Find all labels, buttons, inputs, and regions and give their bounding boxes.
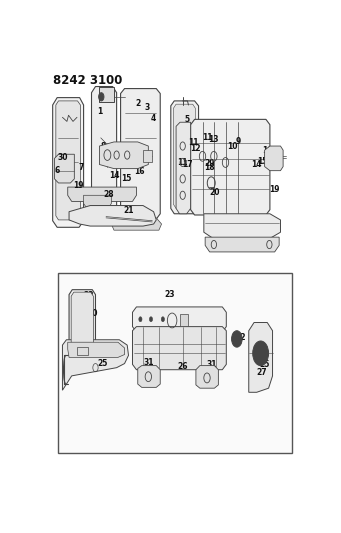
Bar <box>59 273 292 453</box>
Text: 11: 11 <box>121 149 132 158</box>
Text: 4: 4 <box>151 114 156 123</box>
Text: 11: 11 <box>177 158 188 167</box>
Bar <box>143 150 152 163</box>
Bar <box>77 347 88 356</box>
Polygon shape <box>176 122 191 214</box>
Text: 14: 14 <box>109 171 120 180</box>
Bar <box>180 314 188 326</box>
Polygon shape <box>121 88 160 219</box>
Polygon shape <box>68 342 124 358</box>
Text: 2: 2 <box>135 99 140 108</box>
Text: 12: 12 <box>190 143 201 152</box>
Text: 11: 11 <box>203 133 213 142</box>
Text: 24: 24 <box>72 312 82 321</box>
Circle shape <box>253 341 269 366</box>
Text: 23: 23 <box>165 290 175 299</box>
Bar <box>100 87 114 102</box>
Circle shape <box>234 335 239 343</box>
Polygon shape <box>205 237 279 252</box>
Text: 25: 25 <box>259 360 269 369</box>
Polygon shape <box>56 101 80 220</box>
Text: 15: 15 <box>257 157 267 166</box>
Circle shape <box>139 317 142 322</box>
Text: 9: 9 <box>112 153 117 162</box>
Text: 10: 10 <box>114 149 124 158</box>
Polygon shape <box>69 290 95 352</box>
Polygon shape <box>69 206 156 226</box>
Polygon shape <box>90 206 135 218</box>
Polygon shape <box>265 146 283 171</box>
Polygon shape <box>68 187 136 201</box>
Text: 31: 31 <box>144 358 154 367</box>
Text: 29: 29 <box>204 159 215 168</box>
Polygon shape <box>132 327 226 370</box>
Text: 14: 14 <box>251 160 262 169</box>
Polygon shape <box>91 86 117 222</box>
Text: 11: 11 <box>188 138 198 147</box>
Polygon shape <box>196 366 218 388</box>
Text: 3: 3 <box>144 103 150 112</box>
Text: 18: 18 <box>204 163 214 172</box>
Text: 20: 20 <box>209 188 220 197</box>
Circle shape <box>149 317 152 322</box>
Text: 19: 19 <box>73 181 84 190</box>
Text: 32: 32 <box>235 333 246 342</box>
Text: 8242 3100: 8242 3100 <box>53 74 122 87</box>
Text: 31: 31 <box>207 360 217 369</box>
Text: 1: 1 <box>97 108 102 117</box>
Polygon shape <box>171 101 198 214</box>
Polygon shape <box>55 154 74 183</box>
Text: 13: 13 <box>209 135 219 144</box>
Text: 10: 10 <box>227 142 238 150</box>
Polygon shape <box>53 98 84 227</box>
Polygon shape <box>112 218 162 230</box>
Polygon shape <box>249 322 272 392</box>
Text: 17: 17 <box>182 160 193 169</box>
Polygon shape <box>71 292 93 349</box>
Text: 28: 28 <box>103 190 114 199</box>
Text: 19: 19 <box>269 185 280 195</box>
Text: 25: 25 <box>98 359 108 368</box>
Circle shape <box>99 93 104 101</box>
Polygon shape <box>174 104 195 208</box>
Text: 30: 30 <box>57 152 68 161</box>
Text: 8: 8 <box>100 142 106 150</box>
Text: 7: 7 <box>78 163 84 172</box>
Polygon shape <box>84 195 112 208</box>
Text: 16: 16 <box>263 146 273 155</box>
Text: 27: 27 <box>257 368 267 377</box>
Polygon shape <box>204 214 281 238</box>
Text: 22: 22 <box>84 292 94 300</box>
Circle shape <box>257 347 265 359</box>
Circle shape <box>161 317 164 322</box>
Text: 30: 30 <box>87 309 98 318</box>
Polygon shape <box>191 119 270 215</box>
Polygon shape <box>132 307 226 332</box>
Polygon shape <box>138 366 160 387</box>
Text: 16: 16 <box>135 167 145 176</box>
Polygon shape <box>100 142 148 168</box>
Text: 15: 15 <box>121 174 132 183</box>
Text: 5: 5 <box>185 115 190 124</box>
Text: 6: 6 <box>55 166 60 175</box>
Polygon shape <box>62 340 129 390</box>
Text: 26: 26 <box>177 362 188 372</box>
Circle shape <box>232 330 242 347</box>
Text: 21: 21 <box>123 206 134 215</box>
Text: 9: 9 <box>236 138 241 147</box>
